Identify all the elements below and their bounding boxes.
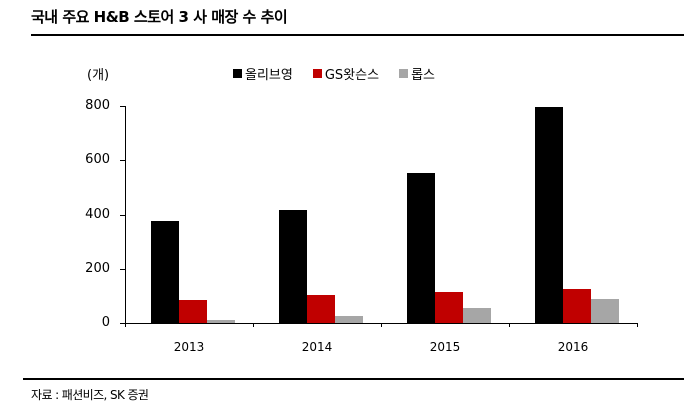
legend-label: 롭스 bbox=[411, 68, 435, 83]
chart-title: 국내 주요 H&B 스토어 3 사 매장 수 추이 bbox=[31, 8, 288, 26]
y-tick-label: 0 bbox=[101, 315, 110, 330]
legend-swatch-icon bbox=[399, 69, 409, 78]
y-tick-label: 200 bbox=[85, 260, 110, 276]
legend-label: 올리브영 bbox=[245, 68, 293, 83]
legend-item-lohbs: 롭스 bbox=[399, 64, 435, 83]
y-tick bbox=[120, 214, 125, 216]
y-tick-label: 400 bbox=[85, 206, 110, 222]
source-note: 자료 : 패션비즈, SK 증권 bbox=[31, 388, 149, 402]
bar-2016-series-0 bbox=[535, 107, 563, 323]
x-tick-label: 2016 bbox=[557, 340, 589, 354]
x-tick-label: 2014 bbox=[301, 340, 333, 354]
legend-swatch-icon bbox=[312, 69, 322, 78]
y-tick bbox=[120, 268, 125, 270]
x-tick-label: 2013 bbox=[173, 340, 205, 354]
y-tick-label: 600 bbox=[85, 152, 110, 168]
legend-item-gs-watsons: GS왓슨스 bbox=[312, 64, 380, 83]
legend-swatch-icon bbox=[233, 69, 242, 78]
x-tick bbox=[253, 323, 254, 327]
bar-2015-series-0 bbox=[407, 173, 435, 323]
bar-2014-series-1 bbox=[307, 294, 335, 323]
bar-2015-series-1 bbox=[435, 291, 463, 323]
bar-2016-series-1 bbox=[563, 288, 591, 323]
x-axis bbox=[120, 323, 638, 324]
bar-2015-series-2 bbox=[463, 308, 491, 323]
title-divider bbox=[31, 34, 684, 36]
bar-2014-series-2 bbox=[335, 315, 363, 323]
y-tick-label: 800 bbox=[85, 98, 110, 113]
y-tick bbox=[120, 106, 125, 107]
x-tick bbox=[125, 323, 126, 327]
bar-2016-series-2 bbox=[591, 299, 619, 323]
plot-area bbox=[125, 106, 637, 323]
footer-divider bbox=[23, 378, 684, 380]
x-tick-label: 2015 bbox=[429, 340, 461, 354]
x-tick bbox=[509, 323, 510, 327]
bar-2013-series-1 bbox=[179, 299, 207, 323]
bar-2014-series-0 bbox=[279, 210, 307, 323]
bar-2013-series-0 bbox=[151, 221, 179, 323]
x-tick bbox=[637, 323, 638, 327]
bar-2013-series-2 bbox=[207, 319, 235, 323]
legend-item-oliveyoung: 올리브영 bbox=[233, 64, 293, 83]
legend-label: GS왓슨스 bbox=[324, 68, 380, 83]
y-axis bbox=[125, 106, 126, 324]
legend: 올리브영 GS왓슨스 롭스 bbox=[233, 64, 435, 83]
y-tick bbox=[120, 160, 125, 162]
x-tick bbox=[381, 323, 382, 327]
y-axis-unit: (개) bbox=[87, 68, 110, 83]
